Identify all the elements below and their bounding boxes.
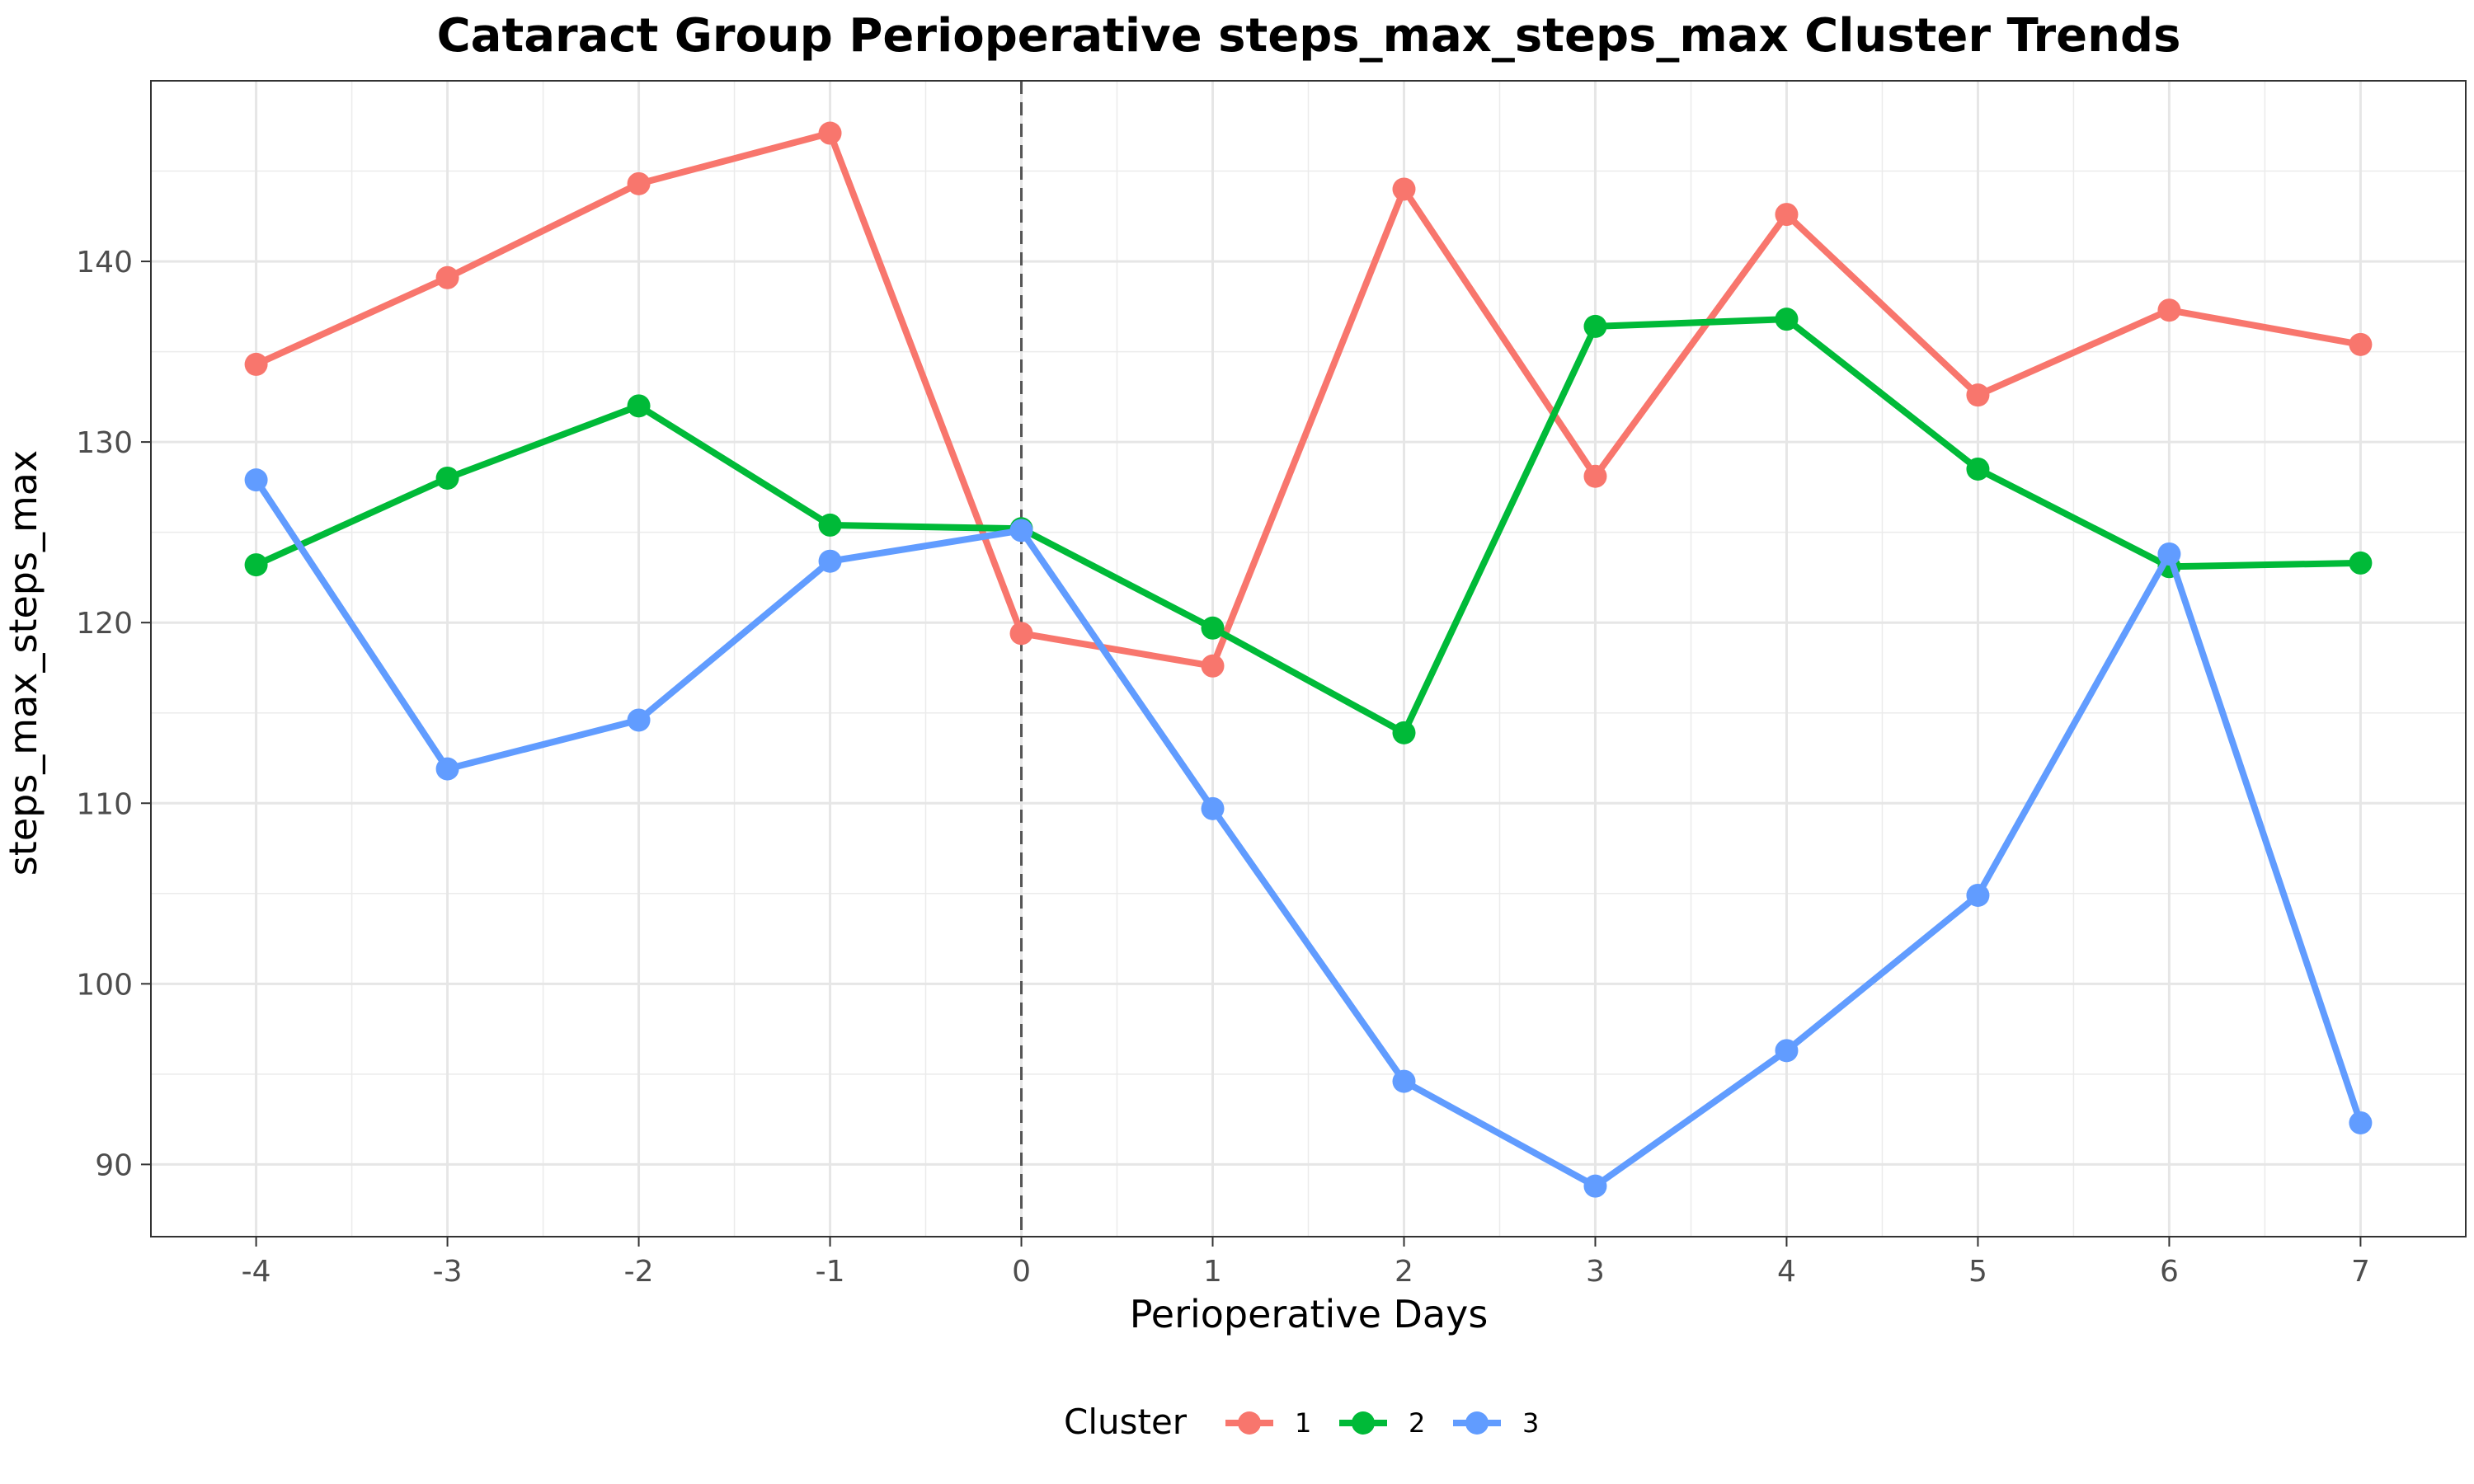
series-1 [244,121,2373,678]
x-tick-label: 3 [1586,1255,1605,1289]
legend: Cluster 1 2 3 [1064,1402,1539,1442]
data-point [435,757,459,781]
data-point [1775,1039,1799,1063]
data-point [1775,308,1799,331]
data-point [1966,883,1990,907]
data-point [627,708,651,732]
y-axis-title: steps_max_steps_max [1,450,45,876]
data-point [1392,1069,1416,1093]
legend-item-2: 2 [1339,1407,1425,1439]
x-tick-label: 5 [1968,1255,1987,1289]
series-line [253,477,2364,1190]
series-3 [244,468,2373,1198]
x-tick-label: -3 [433,1255,463,1289]
data-point [818,121,842,145]
data-point [627,394,651,418]
x-tick-label: -2 [624,1255,654,1289]
data-point [627,171,651,195]
data-point [244,352,268,376]
legend-label: 1 [1295,1407,1311,1439]
data-point [435,265,459,289]
x-axis-title: Perioperative Days [1130,1292,1489,1336]
y-tick-label: 100 [76,968,133,1002]
data-point [2349,332,2373,356]
data-point [1392,177,1416,201]
y-tick-label: 140 [76,246,133,279]
data-point [1966,383,1990,407]
data-point [1201,654,1225,678]
data-point [2157,298,2181,322]
legend-key-point [1238,1411,1261,1435]
legend-label: 3 [1522,1407,1539,1439]
data-point [1583,464,1607,488]
y-axis: 90 100 110 120 130 140 [76,246,151,1182]
legend-label: 2 [1409,1407,1425,1439]
series-line [254,316,2361,736]
data-point [1966,457,1990,481]
series-line [254,129,2362,669]
x-tick-label: 6 [2160,1255,2179,1289]
legend-item-1: 1 [1225,1407,1311,1439]
y-tick-label: 110 [76,787,133,821]
data-point [2349,551,2373,575]
x-tick-label: 7 [2351,1255,2370,1289]
data-point [1009,519,1033,542]
data-point [244,468,268,492]
data-point [435,466,459,490]
data-point [818,549,842,573]
legend-item-3: 3 [1453,1407,1539,1439]
data-point [2157,542,2181,566]
data-point [1009,622,1033,646]
data-point [1201,616,1225,640]
x-tick-label: -1 [816,1255,845,1289]
data-point [1775,203,1799,227]
series-layer [244,121,2373,1198]
legend-key-point [1465,1411,1489,1435]
plot-panel-border [150,80,2467,1237]
y-tick-label: 130 [76,426,133,460]
data-point [1201,796,1225,820]
x-tick-label: 0 [1012,1255,1031,1289]
legend-title: Cluster [1064,1402,1188,1442]
data-point [1583,1174,1607,1198]
data-point [1583,314,1607,338]
data-point [2349,1111,2373,1134]
x-tick-label: 4 [1777,1255,1796,1289]
y-tick-label: 90 [95,1148,133,1182]
data-point [1392,721,1416,744]
chart-title: Cataract Group Perioperative steps_max_s… [437,9,2181,63]
y-tick-label: 120 [76,607,133,641]
x-tick-label: 2 [1395,1255,1413,1289]
legend-key-point [1352,1411,1375,1435]
data-point [244,553,268,577]
x-tick-label: 1 [1203,1255,1222,1289]
x-axis: -4 -3 -2 -1 0 1 2 3 4 5 6 7 [242,1237,2370,1289]
data-point [818,513,842,537]
x-tick-label: -4 [242,1255,271,1289]
